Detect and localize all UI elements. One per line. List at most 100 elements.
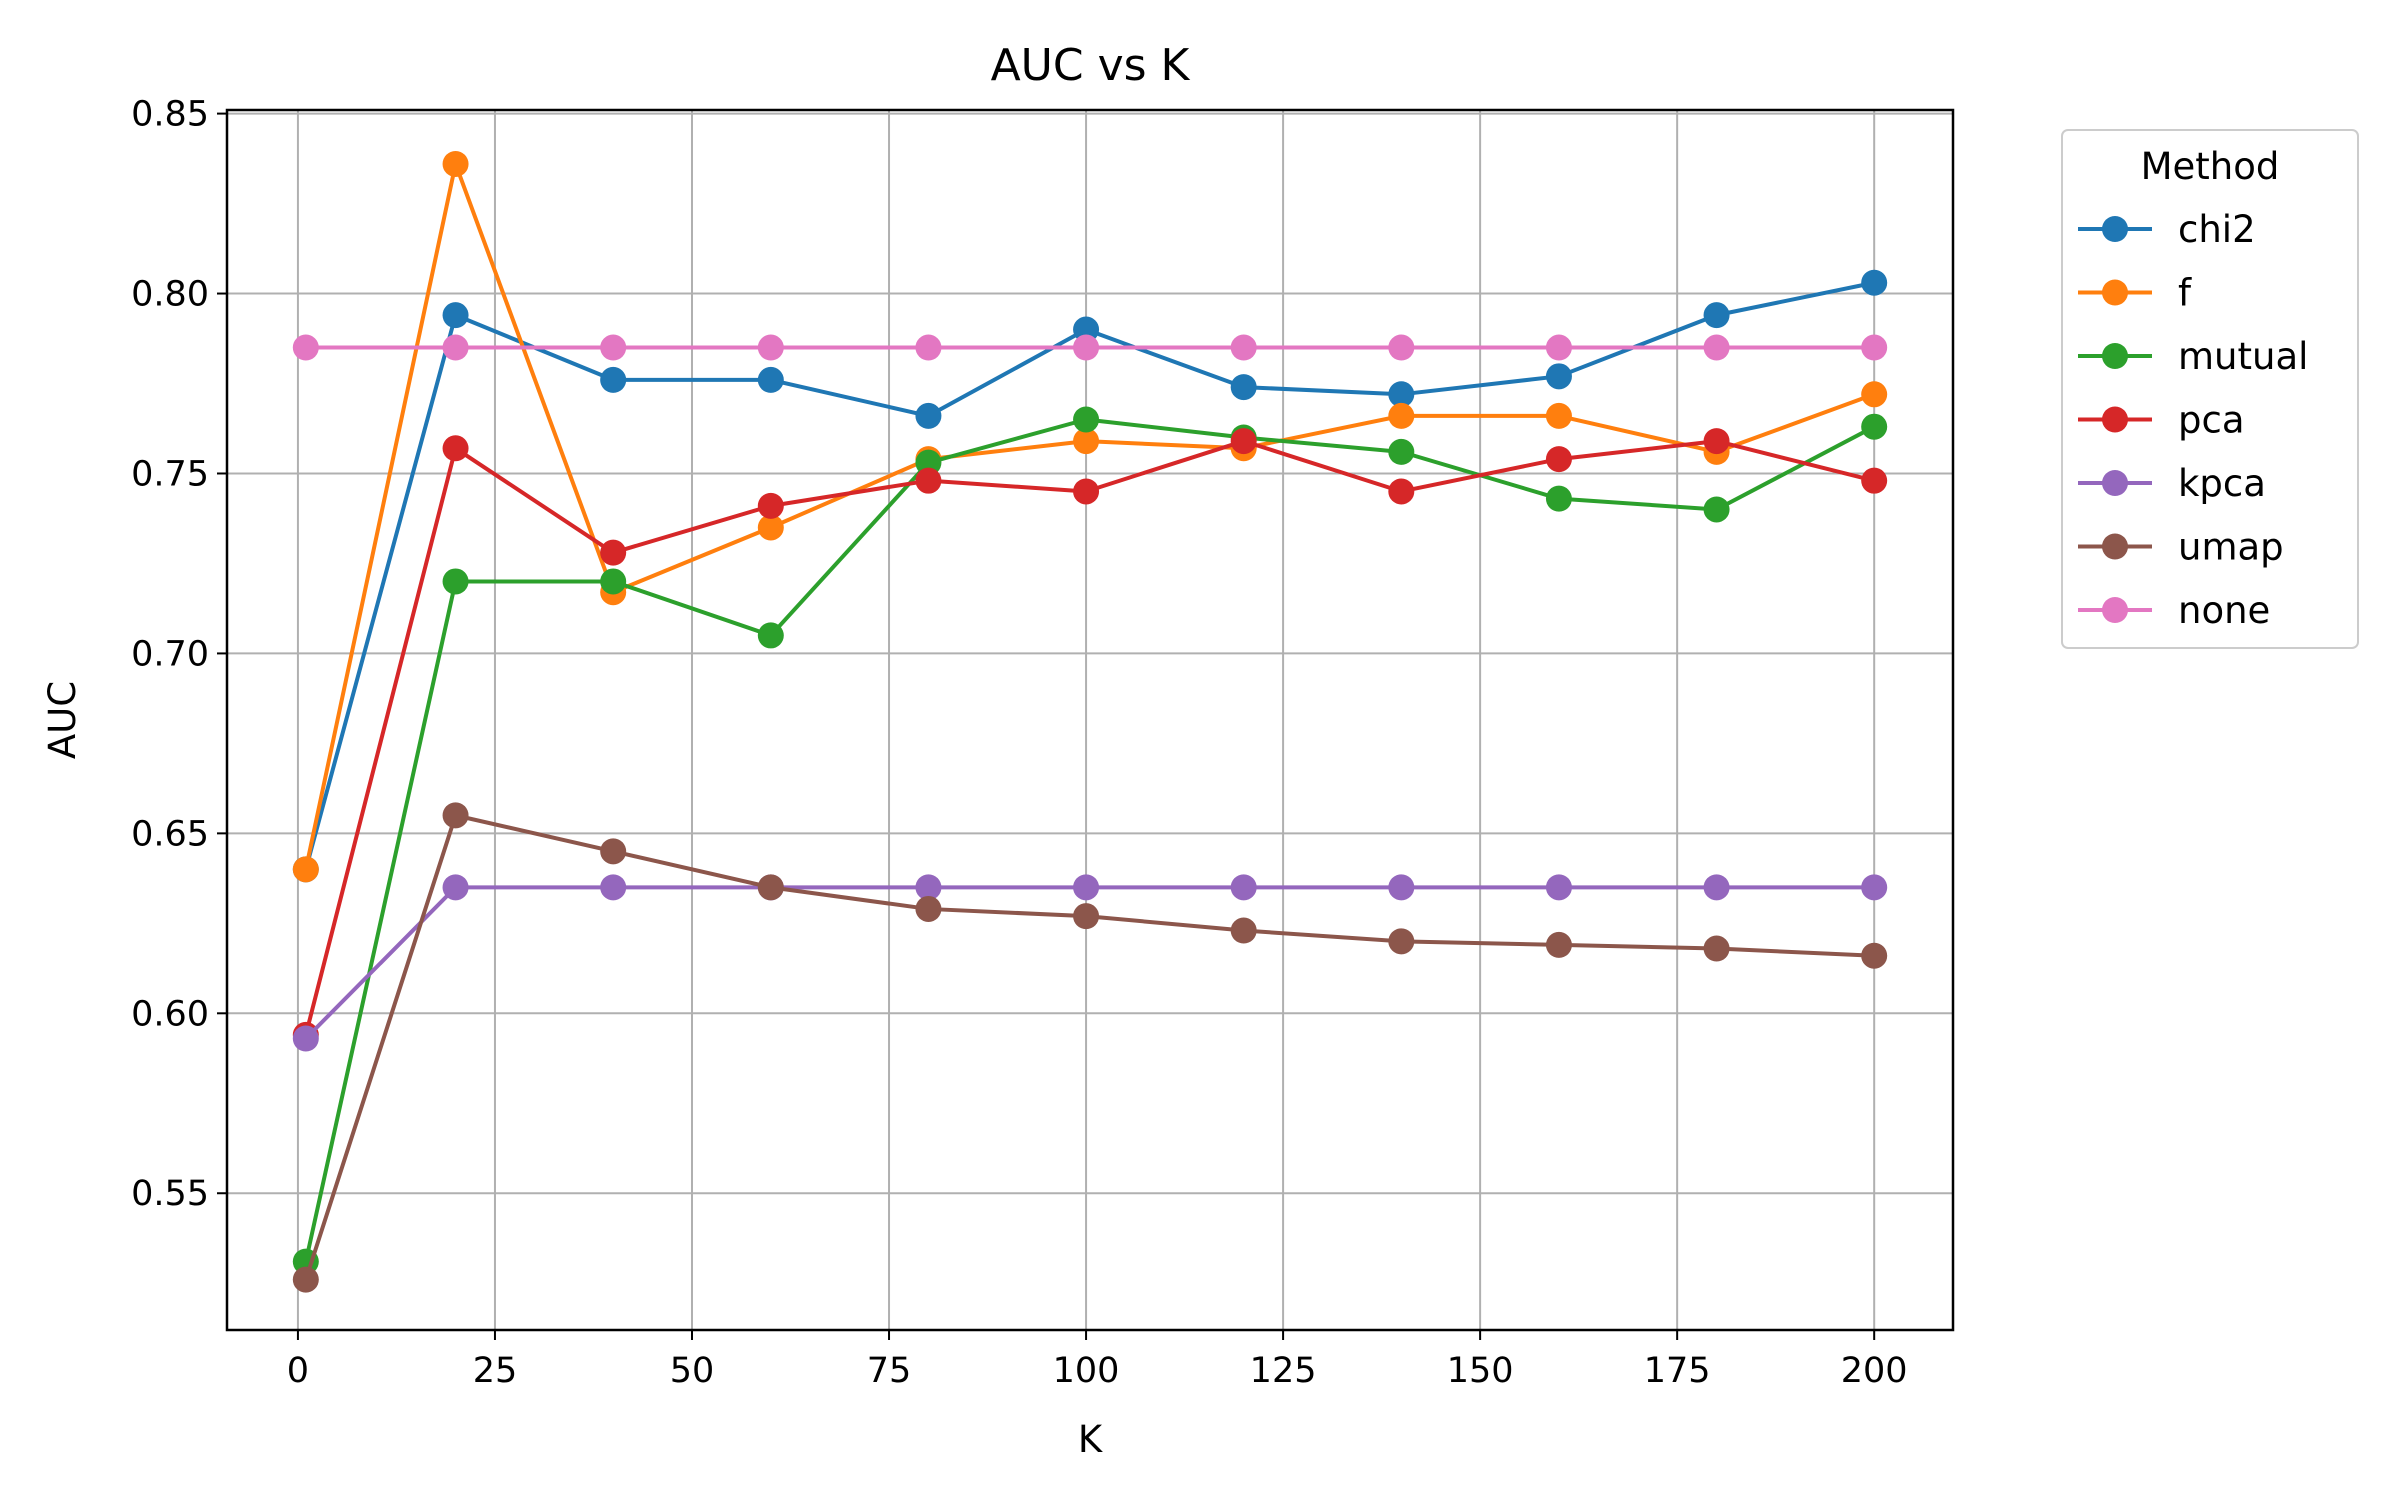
y-tick-label: 0.65 (131, 814, 209, 854)
x-tick-label: 125 (1250, 1351, 1317, 1391)
series-line-chi2 (303, 280, 1875, 870)
data-point-none (1230, 334, 1257, 361)
data-point-none (1703, 334, 1730, 361)
x-tick-label: 25 (473, 1351, 518, 1391)
data-point-umap (1545, 931, 1572, 958)
x-axis-label: K (1078, 1418, 1104, 1461)
legend-label-none: none (2178, 589, 2270, 632)
data-point-none (915, 334, 942, 361)
series-line-f (303, 161, 1875, 870)
series-none (292, 334, 1888, 361)
data-point-chi2 (1230, 374, 1257, 401)
data-point-kpca (1703, 874, 1730, 901)
series-line-mutual (303, 417, 1876, 1263)
data-point-umap (1073, 903, 1100, 930)
x-tick-label: 0 (287, 1351, 309, 1391)
legend-title: Method (2141, 145, 2280, 188)
data-point-chi2 (1861, 269, 1888, 296)
legend-item-pca: pca (2078, 399, 2245, 442)
legend-item-mutual: mutual (2078, 335, 2308, 378)
data-point-umap (757, 874, 784, 901)
data-point-umap (292, 1266, 319, 1293)
legend-marker-none (2102, 597, 2128, 623)
y-tick-label: 0.60 (131, 994, 209, 1034)
data-point-none (1073, 334, 1100, 361)
legend-label-f: f (2178, 272, 2192, 315)
legend-marker-kpca (2102, 470, 2128, 496)
data-point-umap (1388, 928, 1415, 955)
data-point-chi2 (442, 302, 469, 329)
data-point-pca (757, 492, 784, 519)
legend-item-kpca: kpca (2078, 462, 2266, 505)
data-point-umap (915, 895, 942, 922)
x-tick-label: 200 (1841, 1351, 1908, 1391)
data-point-kpca (442, 874, 469, 901)
ticks: 0 25 50 75 100 125 150 175 200 0.55 0.60 0.65 0.70 0.… (131, 95, 1908, 1391)
legend-marker-pca (2102, 406, 2128, 433)
legend-item-umap: umap (2078, 526, 2284, 569)
legend-label-kpca: kpca (2178, 462, 2266, 505)
plot-frame (225, 108, 1955, 1332)
y-tick-label: 0.75 (131, 454, 209, 494)
data-point-f (442, 150, 469, 177)
legend-marker-f (2102, 279, 2128, 306)
x-tick-label: 100 (1053, 1351, 1120, 1391)
data-point-mutual (600, 568, 627, 595)
data-point-kpca (292, 1025, 319, 1052)
data-point-none (1388, 334, 1415, 361)
data-point-none (1545, 334, 1572, 361)
data-point-pca (1230, 428, 1257, 455)
data-point-mutual (1861, 413, 1888, 440)
chart-title: AUC vs K (991, 40, 1191, 91)
data-point-mutual (915, 449, 942, 476)
y-tick-label: 0.85 (131, 95, 209, 135)
legend-label-mutual: mutual (2178, 335, 2308, 378)
data-point-chi2 (757, 366, 784, 393)
legend-marker-umap (2102, 533, 2128, 560)
data-point-umap (1703, 935, 1730, 962)
data-point-umap (1230, 917, 1257, 944)
data-point-pca (1073, 478, 1100, 505)
data-point-chi2 (1073, 316, 1100, 343)
legend-items: chi2 f mutual pca kpca umap none (2078, 208, 2308, 632)
series-mutual (292, 406, 1888, 1275)
data-point-umap (1861, 942, 1888, 969)
data-point-kpca (600, 874, 627, 901)
data-point-pca (1861, 467, 1888, 494)
data-point-f (292, 856, 319, 883)
data-point-none (600, 334, 627, 361)
legend-item-f: f (2078, 272, 2192, 315)
legend-item-chi2: chi2 (2078, 208, 2256, 251)
x-tick-label: 50 (670, 1351, 715, 1391)
x-tick-label: 150 (1447, 1351, 1514, 1391)
grid (227, 110, 1953, 1330)
series-pca (292, 428, 1888, 1048)
data-point-chi2 (1703, 302, 1730, 329)
data-point-chi2 (915, 402, 942, 429)
data-point-mutual (1073, 406, 1100, 433)
data-point-mutual (1545, 485, 1572, 512)
x-tick-label: 75 (867, 1351, 912, 1391)
data-point-mutual (442, 568, 469, 595)
data-point-kpca (1545, 874, 1572, 901)
legend: Method chi2 f mutual pca kpca umap none (2061, 129, 2359, 649)
data-point-kpca (1230, 874, 1257, 901)
data-point-umap (600, 838, 627, 865)
legend-marker-mutual (2102, 343, 2128, 369)
x-tick-label: 175 (1644, 1351, 1711, 1391)
legend-label-pca: pca (2178, 399, 2245, 442)
data-point-none (442, 334, 469, 361)
data-point-kpca (1861, 874, 1888, 901)
data-point-mutual (1388, 438, 1415, 465)
y-axis-label: AUC (41, 681, 84, 759)
series-layer (292, 150, 1888, 1293)
data-point-chi2 (1545, 363, 1572, 390)
data-point-f (757, 514, 784, 541)
series-umap (292, 802, 1888, 1293)
legend-box (2061, 129, 2359, 649)
data-point-chi2 (1388, 381, 1415, 408)
data-point-pca (1545, 446, 1572, 473)
data-point-mutual (1703, 496, 1730, 523)
data-point-f (1545, 402, 1572, 429)
series-kpca (292, 874, 1888, 1052)
